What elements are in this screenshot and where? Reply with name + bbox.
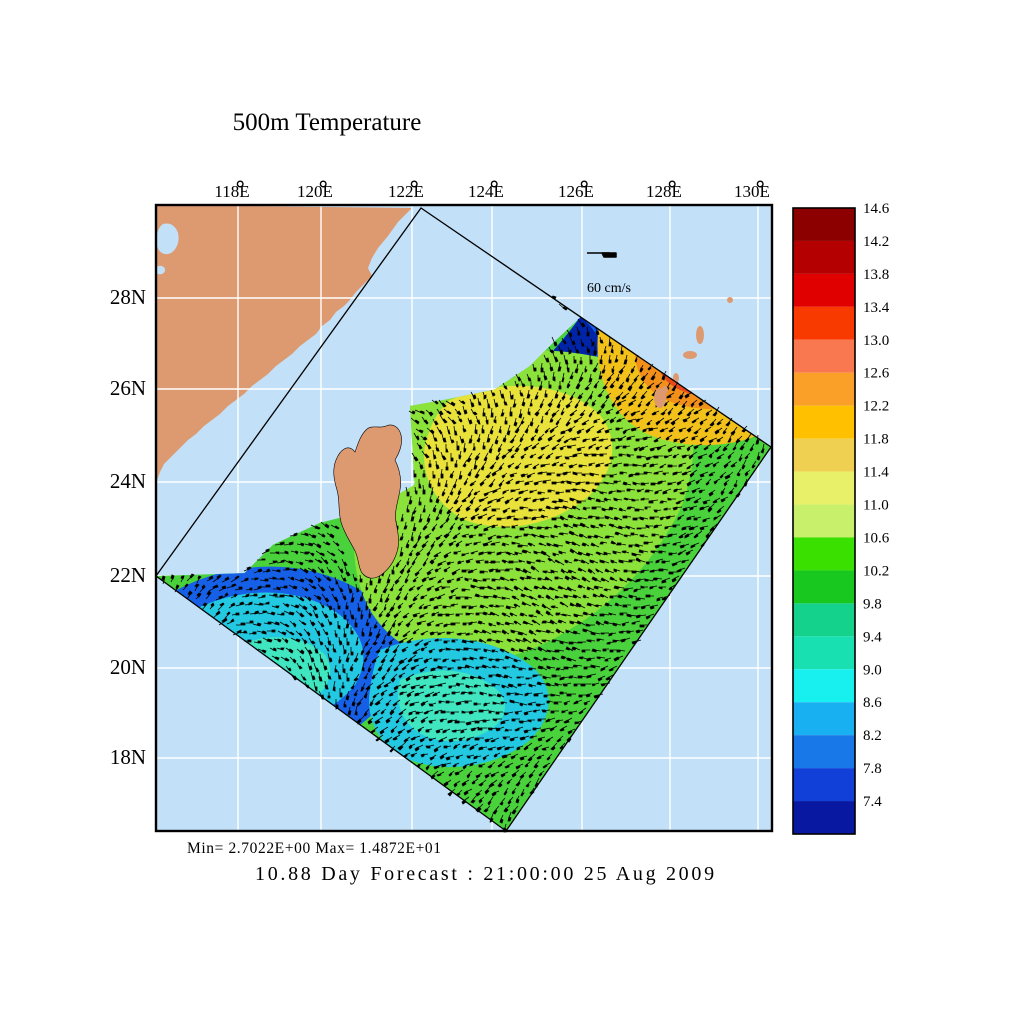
svg-text:124E: 124E (468, 182, 504, 201)
svg-text:7.8: 7.8 (863, 761, 882, 777)
svg-text:9.0: 9.0 (863, 662, 882, 678)
svg-text:12.2: 12.2 (863, 399, 889, 415)
svg-text:28N: 28N (110, 285, 146, 309)
svg-text:10.2: 10.2 (863, 563, 889, 579)
svg-text:13.4: 13.4 (863, 300, 890, 316)
svg-text:130E: 130E (734, 182, 770, 201)
svg-text:500m Temperature: 500m Temperature (233, 109, 422, 136)
svg-text:13.0: 13.0 (863, 333, 889, 349)
svg-text:8.2: 8.2 (863, 728, 882, 744)
svg-text:14.6: 14.6 (863, 201, 890, 217)
svg-text:11.4: 11.4 (863, 465, 889, 481)
svg-text:20N: 20N (110, 655, 146, 679)
svg-text:12.6: 12.6 (863, 366, 890, 382)
svg-text:24N: 24N (110, 469, 146, 493)
svg-text:8.6: 8.6 (863, 695, 882, 711)
svg-text:120E: 120E (297, 182, 333, 201)
svg-text:18N: 18N (110, 745, 146, 769)
svg-text:9.8: 9.8 (863, 596, 882, 612)
svg-text:11.0: 11.0 (863, 498, 889, 514)
svg-text:9.4: 9.4 (863, 629, 882, 645)
svg-text:7.4: 7.4 (863, 794, 882, 810)
svg-text:14.2: 14.2 (863, 234, 889, 250)
svg-text:128E: 128E (646, 182, 682, 201)
svg-text:126E: 126E (558, 182, 594, 201)
svg-text:60 cm/s: 60 cm/s (587, 281, 631, 296)
svg-text:10.6: 10.6 (863, 531, 890, 547)
svg-text:13.8: 13.8 (863, 267, 889, 283)
svg-text:22N: 22N (110, 563, 146, 587)
svg-text:Min= 2.7022E+00 Max= 1.487: Min= 2.7022E+00 Max= 1.4872E+01 (187, 840, 442, 857)
svg-text:122E: 122E (388, 182, 424, 201)
svg-text:26N: 26N (110, 376, 146, 400)
svg-text:11.8: 11.8 (863, 432, 889, 448)
svg-text:118E: 118E (214, 182, 249, 201)
svg-text:10.88 Day Forecast : 21:00:00: 10.88 Day Forecast : 21:00:00 25 Aug 200… (255, 863, 717, 885)
